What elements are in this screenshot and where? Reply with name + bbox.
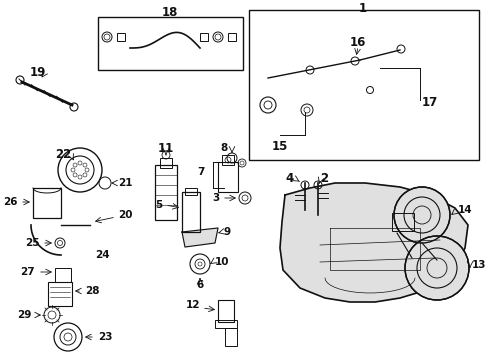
Text: 10: 10 [215, 257, 229, 267]
Bar [227, 33, 236, 41]
Bar [215, 320, 237, 328]
Text: 12: 12 [185, 300, 200, 310]
Bar [224, 328, 237, 346]
Text: 24: 24 [95, 250, 109, 260]
Text: 13: 13 [471, 260, 486, 270]
Bar [98, 17, 243, 70]
Text: 14: 14 [457, 205, 472, 215]
Bar [160, 158, 172, 168]
Bar [200, 33, 207, 41]
Text: 22: 22 [55, 148, 71, 161]
Text: 28: 28 [85, 286, 99, 296]
Bar [155, 165, 177, 220]
Text: 23: 23 [98, 332, 112, 342]
Text: 25: 25 [25, 238, 40, 248]
Bar [184, 188, 197, 195]
Text: 1: 1 [358, 1, 366, 14]
Circle shape [393, 187, 449, 243]
Text: 11: 11 [158, 141, 174, 154]
Text: 3: 3 [212, 193, 220, 203]
Polygon shape [182, 228, 218, 247]
Text: 18: 18 [162, 5, 178, 18]
Text: 20: 20 [118, 210, 132, 220]
Bar [218, 300, 234, 322]
Text: 27: 27 [20, 267, 35, 277]
Text: 4: 4 [285, 171, 293, 184]
Text: 29: 29 [18, 310, 32, 320]
Text: 9: 9 [224, 227, 231, 237]
Text: 5: 5 [154, 200, 162, 210]
Circle shape [404, 236, 468, 300]
Bar [218, 162, 238, 192]
Bar [117, 33, 125, 41]
Bar [48, 282, 72, 306]
Bar [248, 10, 478, 160]
Text: 26: 26 [3, 197, 18, 207]
Text: 19: 19 [30, 66, 46, 78]
Bar [391, 213, 413, 231]
Bar [33, 188, 61, 218]
Text: 6: 6 [196, 280, 203, 290]
Bar [222, 155, 234, 165]
Bar [182, 192, 200, 232]
Text: 21: 21 [118, 178, 132, 188]
Text: 15: 15 [271, 140, 287, 153]
Text: 7: 7 [197, 167, 204, 177]
Text: 16: 16 [349, 36, 366, 49]
Bar [55, 268, 71, 282]
Text: 2: 2 [319, 171, 327, 184]
Text: 8: 8 [220, 143, 227, 153]
Polygon shape [280, 183, 467, 302]
Text: 17: 17 [421, 95, 437, 108]
